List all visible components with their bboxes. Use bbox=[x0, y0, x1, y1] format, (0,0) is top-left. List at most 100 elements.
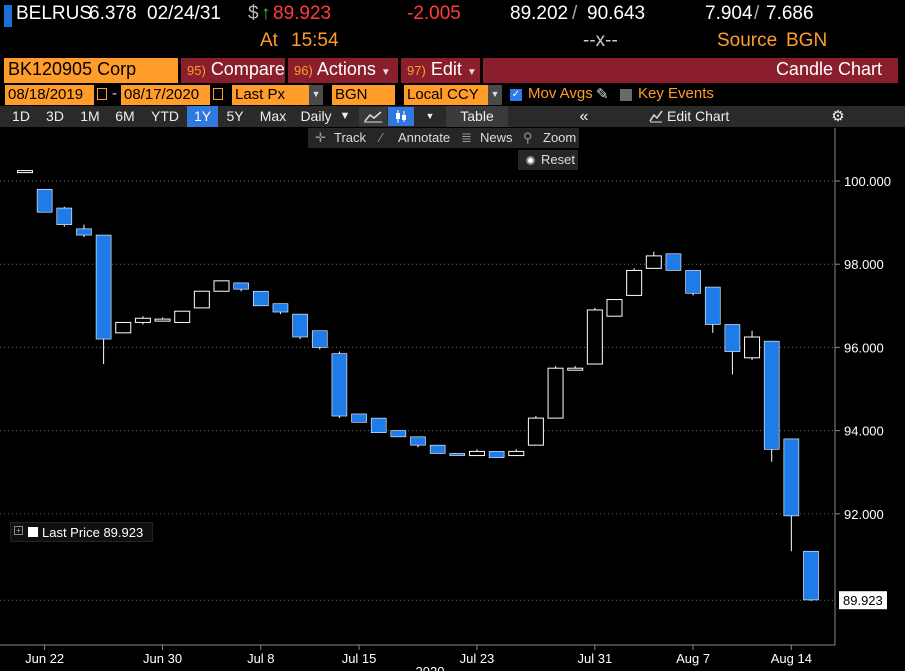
range-1y[interactable]: 1Y bbox=[187, 106, 218, 127]
ticker-input[interactable]: BK120905 Corp bbox=[4, 58, 178, 83]
range-1m[interactable]: 1M bbox=[80, 108, 100, 124]
start-date-field[interactable]: 08/18/2019 bbox=[5, 85, 94, 105]
size-display: --x-- bbox=[583, 30, 618, 51]
start-calendar-icon[interactable] bbox=[97, 88, 107, 100]
candle-body-up bbox=[744, 336, 761, 359]
range-toolbar: 1D 3D 1M 6M YTD 1Y 5Y Max Daily ▼ ▼ Tabl… bbox=[0, 106, 905, 127]
end-date-field[interactable]: 08/17/2020 bbox=[121, 85, 210, 105]
date-separator: - bbox=[112, 85, 117, 102]
candle-body-up bbox=[468, 450, 485, 457]
bid-ask-separator: / bbox=[572, 3, 578, 24]
edit-chart-button[interactable]: Edit Chart bbox=[667, 108, 730, 124]
candle-body-up bbox=[547, 367, 564, 419]
line-chart-button[interactable] bbox=[359, 107, 387, 126]
actions-button[interactable]: 96) Actions ▼ bbox=[288, 58, 398, 83]
annotate-button[interactable]: Annotate bbox=[398, 130, 451, 145]
track-icon[interactable]: ✛ bbox=[315, 130, 326, 145]
collapse-chevrons-icon[interactable]: « bbox=[579, 108, 589, 125]
mov-avgs-label[interactable]: Mov Avgs bbox=[528, 85, 593, 102]
source-value: BGN bbox=[786, 30, 828, 51]
edit-chart-icon[interactable] bbox=[645, 106, 667, 127]
bid-yield: 7.904 bbox=[705, 3, 753, 24]
menu-bar: BK120905 Corp 95) Compare 96) Actions ▼ … bbox=[0, 58, 905, 83]
last-price-badge bbox=[839, 591, 887, 610]
quote-subline: At 15:54 --x-- Source BGN bbox=[0, 30, 905, 56]
quote-line: BELRUS 6.378 02/24/31 $ ↑ 89.923 -2.005 … bbox=[0, 3, 905, 29]
compare-button[interactable]: 95) Compare bbox=[181, 58, 285, 83]
range-ytd[interactable]: YTD bbox=[151, 108, 179, 124]
price-field-dropdown-icon[interactable]: ▼ bbox=[309, 85, 323, 105]
mov-avgs-checkbox[interactable]: ✓ bbox=[510, 89, 522, 101]
legend-swatch bbox=[28, 527, 38, 537]
price-field-select[interactable]: Last Px bbox=[232, 85, 309, 105]
annotate-icon[interactable]: ∕ bbox=[380, 130, 383, 145]
price-currency: $ bbox=[248, 3, 259, 24]
security-accent-bar bbox=[4, 5, 12, 27]
frequency-select[interactable]: Daily bbox=[300, 108, 332, 124]
bid-price: 89.202 bbox=[510, 3, 569, 24]
range-6m[interactable]: 6M bbox=[115, 108, 135, 124]
candle-body-down bbox=[36, 189, 53, 213]
x-tick-label: Aug 7 bbox=[676, 651, 710, 666]
frequency-dropdown-icon[interactable]: ▼ bbox=[339, 110, 351, 122]
actions-caret-icon: ▼ bbox=[380, 67, 391, 78]
pencil-icon[interactable]: ✎ bbox=[596, 86, 609, 103]
currency-dropdown-icon[interactable]: ▼ bbox=[488, 85, 502, 105]
range-max[interactable]: Max bbox=[259, 108, 287, 124]
candle-body-up bbox=[17, 170, 33, 174]
candle-chart-button[interactable] bbox=[388, 107, 414, 126]
edit-button[interactable]: 97) Edit ▼ bbox=[401, 58, 480, 83]
end-calendar-icon[interactable] bbox=[213, 88, 223, 100]
candle-body-down bbox=[410, 436, 426, 446]
x-tick-label: Jul 23 bbox=[460, 651, 495, 666]
table-button[interactable]: Table bbox=[446, 106, 508, 127]
candle-body-down bbox=[95, 234, 112, 340]
zoom-button[interactable]: Zoom bbox=[543, 130, 577, 145]
candle-body-down bbox=[311, 330, 328, 348]
chart-style-dropdown-icon[interactable]: ▼ bbox=[425, 111, 435, 121]
legend-label: Last Price 89.923 bbox=[42, 525, 144, 540]
candle-body-up bbox=[193, 290, 210, 309]
chart-legend[interactable]: + Last Price 89.923 bbox=[10, 522, 153, 542]
currency-select[interactable]: Local CCY bbox=[404, 85, 488, 105]
candle-body-down bbox=[488, 451, 505, 458]
range-5y[interactable]: 5Y bbox=[226, 108, 244, 124]
candle-body-down bbox=[783, 438, 800, 517]
candle-body-down bbox=[429, 444, 446, 454]
candle-body-up bbox=[586, 309, 603, 365]
candle-body-up bbox=[213, 280, 230, 292]
candle-body-down bbox=[331, 353, 348, 417]
y-tick-label: 94.000 bbox=[844, 424, 884, 439]
time-label: At bbox=[260, 30, 278, 51]
zoom-icon[interactable]: ⚲ bbox=[523, 130, 533, 145]
news-button[interactable]: News bbox=[480, 130, 513, 145]
settings-bar: 08/18/2019 - 08/17/2020 Last Px ▼ BGN Lo… bbox=[0, 85, 905, 105]
y-tick-label: 98.000 bbox=[844, 257, 884, 272]
key-events-checkbox[interactable] bbox=[620, 89, 632, 101]
settings-gear-icon[interactable]: ⚙ bbox=[831, 108, 845, 125]
candle-body-up bbox=[508, 450, 525, 457]
candle-body-down bbox=[253, 290, 269, 307]
track-button[interactable]: Track bbox=[334, 130, 367, 145]
reset-button[interactable]: Reset bbox=[518, 150, 578, 170]
candle-body-down bbox=[351, 413, 367, 423]
x-tick-label: Aug 14 bbox=[771, 651, 812, 666]
candle-body-up bbox=[606, 299, 623, 317]
line-chart-icon bbox=[364, 111, 382, 123]
edit-shortcut: 97) bbox=[407, 63, 426, 78]
candle-body-down bbox=[685, 270, 701, 294]
range-1d[interactable]: 1D bbox=[12, 108, 30, 124]
source-field[interactable]: BGN bbox=[332, 85, 395, 105]
candle-body-up bbox=[115, 321, 132, 334]
key-events-label[interactable]: Key Events bbox=[638, 85, 714, 102]
news-icon[interactable]: ≣ bbox=[461, 130, 472, 145]
source-label: Source bbox=[717, 30, 778, 51]
chart-type-title: Candle Chart bbox=[483, 58, 898, 83]
coupon: 6.378 bbox=[89, 3, 137, 24]
actions-label: Actions bbox=[316, 59, 376, 79]
actions-shortcut: 96) bbox=[294, 63, 313, 78]
range-3d[interactable]: 3D bbox=[46, 108, 64, 124]
edit-caret-icon: ▼ bbox=[466, 67, 477, 78]
legend-expand-icon[interactable]: + bbox=[14, 526, 23, 535]
